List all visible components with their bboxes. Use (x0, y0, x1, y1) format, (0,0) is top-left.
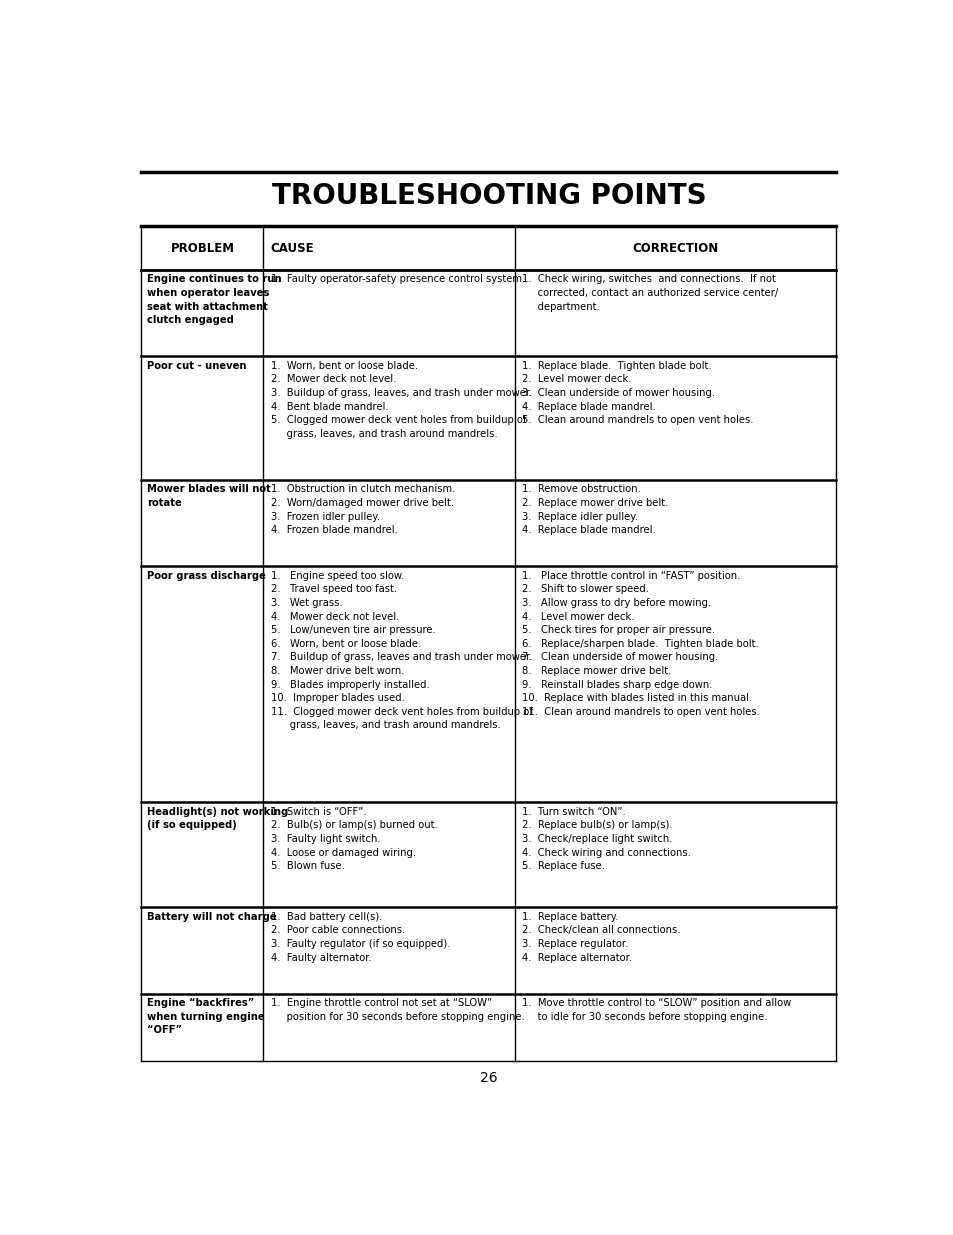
Text: Poor cut - uneven: Poor cut - uneven (147, 361, 247, 370)
Text: 1.  Engine throttle control not set at “SLOW”
     position for 30 seconds befor: 1. Engine throttle control not set at “S… (271, 998, 524, 1021)
Text: 1.  Replace battery.
2.  Check/clean all connections.
3.  Replace regulator.
4. : 1. Replace battery. 2. Check/clean all c… (521, 911, 680, 962)
Text: PROBLEM: PROBLEM (171, 242, 234, 254)
Text: 1.  Worn, bent or loose blade.
2.  Mower deck not level.
3.  Buildup of grass, l: 1. Worn, bent or loose blade. 2. Mower d… (271, 361, 532, 438)
Text: Headlight(s) not working
(if so equipped): Headlight(s) not working (if so equipped… (147, 806, 289, 830)
Text: 1.  Bad battery cell(s).
2.  Poor cable connections.
3.  Faulty regulator (if so: 1. Bad battery cell(s). 2. Poor cable co… (271, 911, 450, 962)
Text: 1.  Obstruction in clutch mechanism.
2.  Worn/damaged mower drive belt.
3.  Froz: 1. Obstruction in clutch mechanism. 2. W… (271, 484, 455, 535)
Text: Engine continues to run
when operator leaves
seat with attachment
clutch engaged: Engine continues to run when operator le… (147, 274, 282, 325)
Text: CAUSE: CAUSE (271, 242, 314, 254)
Text: 26: 26 (479, 1071, 497, 1086)
Text: TROUBLESHOOTING POINTS: TROUBLESHOOTING POINTS (272, 183, 705, 210)
Text: Battery will not charge: Battery will not charge (147, 911, 276, 921)
Text: Engine “backfires”
when turning engine
“OFF”: Engine “backfires” when turning engine “… (147, 998, 265, 1035)
Text: 1.  Remove obstruction.
2.  Replace mower drive belt.
3.  Replace idler pulley.
: 1. Remove obstruction. 2. Replace mower … (521, 484, 668, 535)
Text: 1.  Switch is “OFF”.
2.  Bulb(s) or lamp(s) burned out.
3.  Faulty light switch.: 1. Switch is “OFF”. 2. Bulb(s) or lamp(s… (271, 806, 437, 871)
Text: 1.  Move throttle control to “SLOW” position and allow
     to idle for 30 secon: 1. Move throttle control to “SLOW” posit… (521, 998, 791, 1021)
Text: 1.   Engine speed too slow.
2.   Travel speed too fast.
3.   Wet grass.
4.   Mow: 1. Engine speed too slow. 2. Travel spee… (271, 571, 532, 730)
Text: 1.  Replace blade.  Tighten blade bolt.
2.  Level mower deck.
3.  Clean undersid: 1. Replace blade. Tighten blade bolt. 2.… (521, 361, 753, 425)
Text: CORRECTION: CORRECTION (632, 242, 718, 254)
Text: Mower blades will not
rotate: Mower blades will not rotate (147, 484, 271, 508)
Text: 1.  Check wiring, switches  and connections.  If not
     corrected, contact an : 1. Check wiring, switches and connection… (521, 274, 778, 311)
Text: Poor grass discharge: Poor grass discharge (147, 571, 266, 580)
Text: 1.   Place throttle control in “FAST” position.
2.   Shift to slower speed.
3.  : 1. Place throttle control in “FAST” posi… (521, 571, 760, 716)
Text: 1.  Faulty operator-safety presence control system.: 1. Faulty operator-safety presence contr… (271, 274, 524, 284)
Text: 1.  Turn switch “ON”.
2.  Replace bulb(s) or lamp(s).
3.  Check/replace light sw: 1. Turn switch “ON”. 2. Replace bulb(s) … (521, 806, 690, 871)
